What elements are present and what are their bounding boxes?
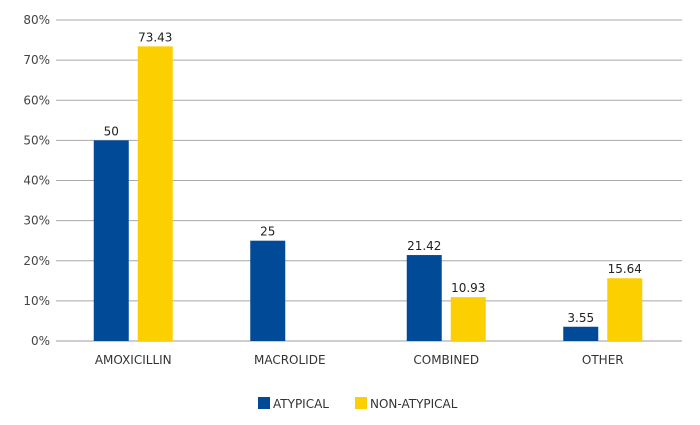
y-tick-label: 30% (23, 214, 50, 228)
x-axis: AMOXICILLIN MACROLIDE COMBINED OTHER (95, 353, 624, 367)
bar-atypical-amoxicillin (93, 140, 129, 341)
bar-non-atypical-combined (450, 297, 486, 341)
value-label: 50 (104, 124, 119, 138)
y-tick-label: 0% (31, 334, 50, 348)
legend-label: NON-ATYPICAL (370, 397, 458, 411)
bar-non-atypical-amoxicillin (137, 46, 173, 342)
y-axis: 0% 10% 20% 30% 40% 50% 60% 70% 80% (23, 13, 50, 348)
value-label: 73.43 (138, 30, 172, 44)
x-tick-label: MACROLIDE (254, 353, 326, 367)
bar-atypical-combined (406, 255, 442, 341)
bar-non-atypical-other (607, 278, 643, 341)
y-tick-label: 10% (23, 294, 50, 308)
y-tick-label: 60% (23, 93, 50, 107)
value-label: 25 (260, 225, 275, 239)
y-tick-label: 40% (23, 174, 50, 188)
y-tick-label: 50% (23, 133, 50, 147)
value-label: 10.93 (451, 281, 485, 295)
y-tick-label: 70% (23, 53, 50, 67)
value-label: 15.64 (608, 262, 642, 276)
bar-atypical-other (563, 326, 599, 341)
y-tick-label: 80% (23, 13, 50, 27)
x-tick-label: OTHER (582, 353, 624, 367)
x-tick-label: AMOXICILLIN (95, 353, 172, 367)
value-label: 3.55 (567, 311, 594, 325)
legend-swatch-atypical (258, 397, 270, 409)
value-label: 21.42 (407, 239, 441, 253)
y-tick-label: 20% (23, 254, 50, 268)
legend-label: ATYPICAL (273, 397, 329, 411)
legend-swatch-non-atypical (355, 397, 367, 409)
x-tick-label: COMBINED (413, 353, 479, 367)
legend: ATYPICAL NON-ATYPICAL (258, 397, 458, 411)
bars: 50 73.43 25 21.42 10.93 3.55 15.64 (93, 30, 643, 342)
bar-atypical-macrolide (250, 240, 286, 341)
